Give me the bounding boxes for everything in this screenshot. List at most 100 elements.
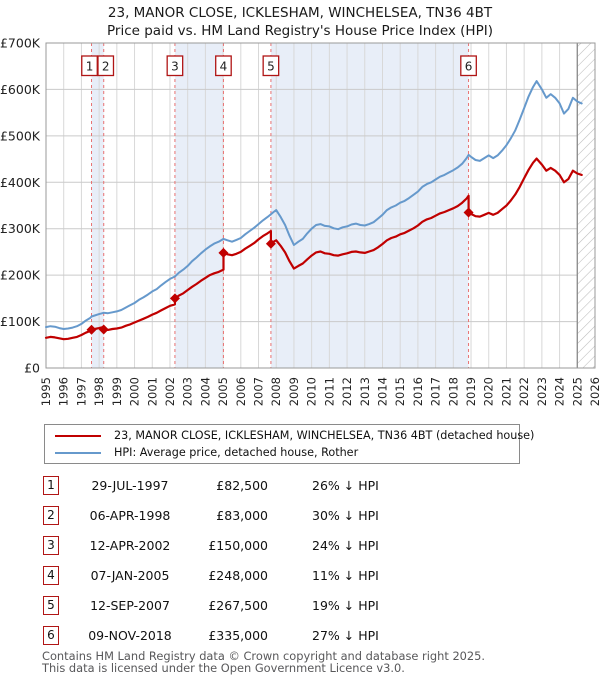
between-sales-band [91,43,104,368]
sale-price: £248,000 [208,568,268,583]
table-row: 2 06-APR-1998 £83,000 30% ↓ HPI [0,506,600,526]
sale-number-box [166,55,184,77]
sale-date: 07-JAN-2005 [90,568,170,583]
sale-number-badge: 4 [43,566,59,585]
table-row: 4 07-JAN-2005 £248,000 11% ↓ HPI [0,566,600,586]
sale-marker-diamond [86,324,97,335]
y-tick-label: £700K [0,36,41,51]
x-tick-label: 2021 [499,377,513,406]
price-paid-line-swatch [55,434,101,437]
x-tick-label: 1998 [92,377,106,406]
sale-date: 12-SEP-2007 [90,598,170,613]
sale-number-box [262,55,280,77]
y-tick-label: £600K [0,82,41,97]
x-tick-label: 2003 [181,377,195,406]
legend-row: HPI: Average price, detached house, Roth… [45,444,519,461]
sale-number-box [81,55,98,77]
legend-label: 23, MANOR CLOSE, ICKLESHAM, WINCHELSEA, … [114,429,535,442]
sale-number-label: 2 [102,60,110,74]
x-tick-label: 2024 [553,377,567,406]
x-tick-label: 2019 [464,377,478,406]
sale-price: £335,000 [208,628,268,643]
x-axis-ticks: 1995 1996 1997 1998 1999 2000 2001 2002 2003 2004… [39,377,600,406]
legend-label: HPI: Average price, detached house, Roth… [114,446,359,459]
sale-marker-diamond [265,238,276,249]
sale-number-box [215,55,232,77]
sale-marker-diamond [218,247,229,258]
sale-marker-diamond [98,324,109,335]
sale-hpi-delta: 30% ↓ HPI [312,508,379,523]
x-tick-label: 2017 [429,377,443,406]
y-tick-label: £0 [24,361,40,376]
plot-border [45,42,596,369]
sale-number-label: 5 [267,60,275,74]
x-tick-label: 2025 [570,377,584,406]
sale-number-box [460,55,477,77]
x-tick-label: 2011 [322,377,336,406]
sale-hpi-delta: 19% ↓ HPI [312,598,379,613]
chart-future-hatch [576,43,595,368]
footer-licence: This data is licensed under the Open Gov… [42,661,405,675]
chart-bands [91,43,469,368]
chart-legend: 23, MANOR CLOSE, ICKLESHAM, WINCHELSEA, … [44,424,534,464]
sale-price: £150,000 [208,538,268,553]
sale-number-badge: 6 [43,626,59,645]
table-row: 5 12-SEP-2007 £267,500 19% ↓ HPI [0,596,600,616]
x-tick-label: 1996 [57,377,71,406]
sale-number-label: 6 [465,60,473,74]
x-tick-label: 2026 [588,377,600,406]
sale-number-badge: 5 [43,596,59,615]
future-hatch-area [577,43,595,368]
page-title: 23, MANOR CLOSE, ICKLESHAM, WINCHELSEA, … [107,5,493,21]
x-tick-label: 2015 [393,377,407,406]
chart-series [44,80,583,341]
sale-marker-diamond [463,207,474,218]
table-row: 1 29-JUL-1997 £82,500 26% ↓ HPI [0,476,600,496]
x-tick-label: 2005 [216,377,230,406]
table-row: 6 09-NOV-2018 £335,000 27% ↓ HPI [0,626,600,646]
sale-number-badge: 2 [43,506,59,525]
x-tick-label: 2002 [163,377,177,406]
x-tick-label: 2018 [446,377,460,406]
x-tick-label: 2001 [145,377,159,406]
sale-price: £83,000 [216,508,268,523]
x-tick-label: 2000 [128,377,142,406]
x-tick-label: 2007 [252,377,266,406]
y-tick-label: £100K [0,314,41,329]
sale-price: £267,500 [208,598,268,613]
sale-date: 06-APR-1998 [89,508,171,523]
x-tick-label: 1997 [74,377,88,406]
hpi-line [45,80,583,330]
sale-number-badge: 3 [43,536,59,555]
x-tick-label: 2006 [234,377,248,406]
price-paid-line [44,157,583,341]
chart-border [45,42,596,369]
sale-number-box [97,55,115,77]
x-tick-label: 2013 [358,377,372,406]
between-sales-band [270,43,469,368]
sale-hpi-delta: 26% ↓ HPI [312,478,379,493]
sale-hpi-delta: 24% ↓ HPI [312,538,379,553]
sale-number-label: 1 [86,60,94,74]
sale-markers [86,207,474,335]
sale-marker-diamond [169,293,180,304]
y-tick-label: £200K [0,268,41,283]
x-tick-label: 2009 [287,377,301,406]
x-tick-label: 2012 [340,377,354,406]
y-axis-ticks: £0 £100K £200K £300K £400K £500K £600K £700K [0,36,41,376]
y-tick-label: £400K [0,175,41,190]
sale-hpi-delta: 27% ↓ HPI [312,628,379,643]
sale-date: 09-NOV-2018 [88,628,172,643]
x-tick-label: 2016 [411,377,425,406]
x-tick-label: 2022 [517,377,531,406]
x-tick-label: 2010 [305,377,319,406]
x-tick-label: 1995 [39,377,53,406]
hpi-line-swatch [55,451,101,454]
x-tick-label: 2004 [198,377,212,406]
x-tick-label: 2023 [535,377,549,406]
x-tick-label: 1999 [110,377,124,406]
sale-number-label: 4 [220,60,228,74]
